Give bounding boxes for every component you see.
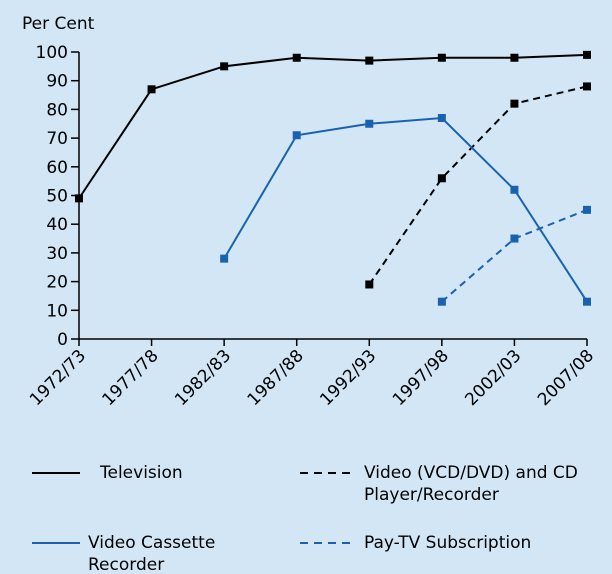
data-point [510, 234, 519, 243]
x-tick-label: 1992/93 [316, 346, 380, 410]
data-point [365, 119, 374, 128]
x-tick-label: 1987/88 [244, 346, 308, 410]
data-point [583, 205, 591, 214]
data-point [583, 297, 591, 306]
data-point [220, 62, 229, 71]
y-tick-label: 10 [46, 301, 68, 321]
x-tick-label: 1982/83 [171, 346, 235, 410]
legend-item: Pay-TV Subscription [300, 532, 600, 554]
y-tick-label: 90 [46, 72, 68, 92]
y-tick-label: 80 [46, 100, 68, 120]
series-line [368, 85, 588, 286]
legend-swatch [32, 542, 80, 544]
data-point [437, 53, 446, 62]
legend-label: Video Cassette Recorder [88, 533, 216, 574]
y-tick-label: 40 [46, 215, 68, 235]
y-tick-label: 100 [36, 43, 68, 63]
y-tick-label: 0 [57, 330, 68, 350]
y-axis-label: Per Cent [22, 14, 95, 34]
data-point [437, 174, 446, 183]
data-point [437, 114, 446, 123]
series-line [223, 116, 588, 303]
x-tick-label: 1977/78 [99, 346, 163, 410]
legend-item: Television [32, 462, 282, 484]
data-point [510, 185, 519, 194]
legend-item: Video (VCD/DVD) and CD Player/Recorder [300, 462, 600, 506]
legend-label: Television [100, 463, 183, 483]
x-tick-label: 2002/03 [461, 346, 525, 410]
series-line [78, 53, 588, 199]
legend-swatch [300, 542, 356, 544]
y-tick-label: 60 [46, 158, 68, 178]
legend-label: Video (VCD/DVD) and CD Player/Recorder [364, 463, 578, 505]
data-point [292, 53, 301, 62]
data-point [510, 53, 519, 62]
data-point [437, 297, 446, 306]
data-point [292, 131, 301, 140]
series-line [441, 208, 588, 303]
legend-label: Pay-TV Subscription [364, 533, 532, 553]
y-tick-label: 50 [46, 187, 68, 207]
data-point [583, 50, 591, 59]
legend-swatch [32, 472, 80, 474]
x-tick-label: 2007/08 [534, 346, 598, 410]
data-point [510, 99, 519, 108]
x-tick-label: 1972/73 [26, 346, 90, 410]
y-tick-label: 70 [46, 129, 68, 149]
legend-item: Video Cassette Recorder [32, 532, 282, 574]
y-tick-label: 30 [46, 244, 68, 264]
data-point [220, 254, 229, 263]
data-point [365, 56, 374, 65]
x-tick-label: 1997/98 [389, 346, 453, 410]
data-point [75, 194, 83, 203]
data-point [583, 82, 591, 91]
data-point [147, 85, 156, 94]
legend-swatch [300, 472, 356, 474]
y-tick-label: 20 [46, 273, 68, 293]
data-point [365, 280, 374, 289]
